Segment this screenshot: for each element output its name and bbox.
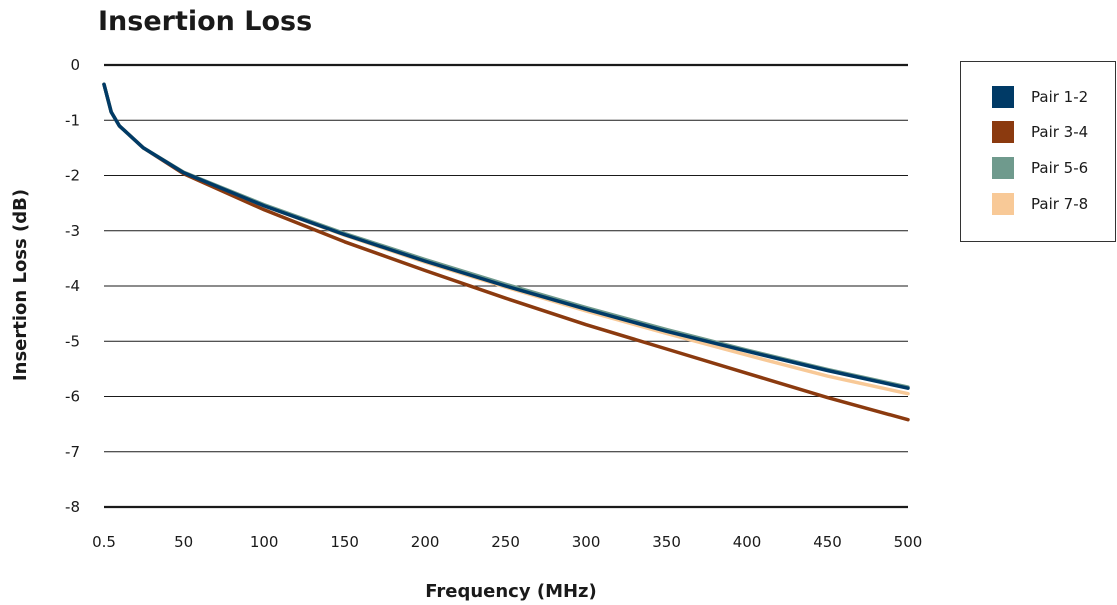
legend: Pair 1-2 Pair 3-4 Pair 5-6 Pair 7-8 — [960, 61, 1116, 242]
x-tick-label: 250 — [491, 533, 520, 551]
y-tick-label: -6 — [65, 388, 80, 406]
y-tick-label: -3 — [65, 222, 80, 240]
series-line-pair-7-8 — [102, 82, 910, 396]
x-tick-label: 200 — [411, 533, 440, 551]
series-line-pair-1-2 — [102, 82, 910, 390]
x-tick-label: 300 — [572, 533, 601, 551]
y-tick-label: -4 — [65, 277, 80, 295]
x-tick-label: 400 — [733, 533, 762, 551]
legend-swatch — [992, 121, 1014, 143]
x-tick-label: 500 — [894, 533, 923, 551]
y-tick-labels: 0 -1 -2 -3 -4 -5 -6 -7 -8 — [65, 56, 80, 516]
legend-label: Pair 5-6 — [1031, 159, 1089, 177]
legend-label: Pair 3-4 — [1031, 123, 1089, 141]
y-tick-label: -5 — [65, 332, 80, 350]
y-tick-label: -1 — [65, 111, 80, 129]
y-tick-label: 0 — [70, 56, 80, 74]
legend-swatch — [992, 157, 1014, 179]
legend-label: Pair 7-8 — [1031, 195, 1089, 213]
y-tick-label: -2 — [65, 167, 80, 185]
x-tick-label: 0.5 — [92, 533, 116, 551]
x-tick-label: 350 — [652, 533, 681, 551]
line-chart: 0 -1 -2 -3 -4 -5 -6 -7 -8 0.5 50 100 150 200 250 300 35… — [10, 56, 922, 602]
legend-item: Pair 3-4 — [992, 121, 1088, 143]
legend-item: Pair 1-2 — [992, 86, 1088, 108]
legend-label: Pair 1-2 — [1031, 88, 1089, 106]
legend-swatch — [992, 86, 1014, 108]
gridlines — [104, 63, 908, 509]
x-axis-title: Frequency (MHz) — [425, 581, 597, 602]
legend-item: Pair 5-6 — [992, 157, 1088, 179]
y-tick-label: -8 — [65, 498, 80, 516]
x-tick-label: 100 — [250, 533, 279, 551]
legend-item: Pair 7-8 — [992, 193, 1088, 215]
y-axis-title: Insertion Loss (dB) — [10, 189, 31, 381]
x-tick-labels: 0.5 50 100 150 200 250 300 350 400 450 500 — [92, 533, 922, 551]
x-tick-label: 50 — [174, 533, 193, 551]
y-tick-label: -7 — [65, 443, 80, 461]
x-tick-label: 450 — [813, 533, 842, 551]
series-lines — [102, 82, 910, 422]
legend-swatch — [992, 193, 1014, 215]
x-tick-label: 150 — [330, 533, 359, 551]
series-line-pair-3-4 — [102, 82, 910, 422]
chart-title: Insertion Loss — [98, 6, 313, 37]
